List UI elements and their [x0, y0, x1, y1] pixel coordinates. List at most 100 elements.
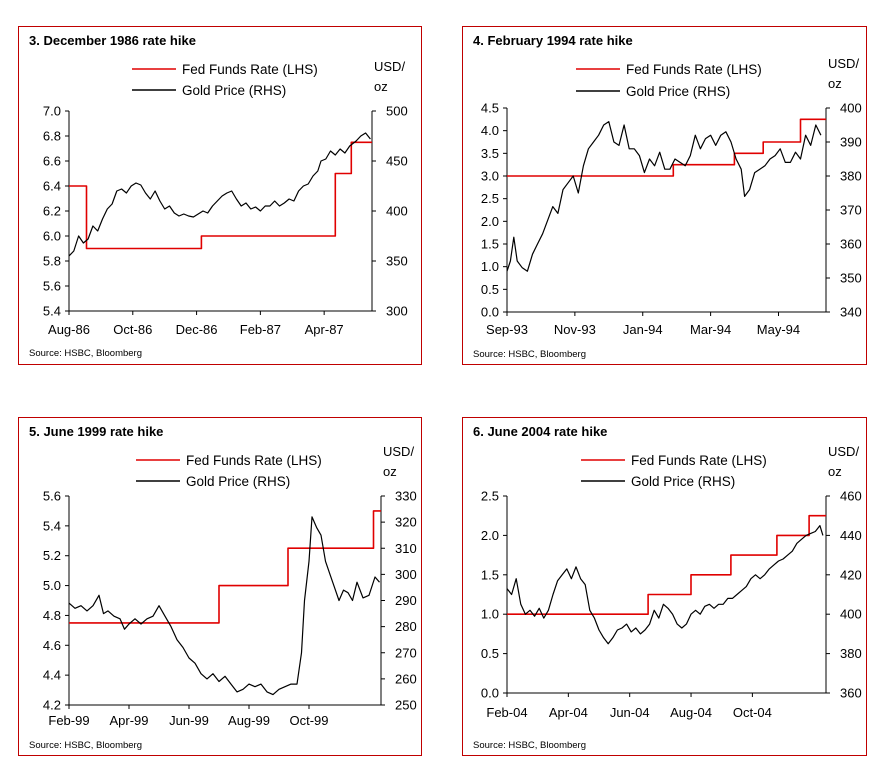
- legend-label-gold: Gold Price (RHS): [182, 83, 286, 98]
- left-tick-label: 1.5: [481, 237, 499, 252]
- left-tick-label: 4.6: [43, 638, 61, 653]
- left-tick-label: 6.8: [43, 129, 61, 144]
- left-tick-label: 4.0: [481, 123, 499, 138]
- fed-funds-rate-line: [69, 141, 372, 250]
- left-tick-label: 3.0: [481, 169, 499, 184]
- left-tick-label: 5.4: [43, 304, 61, 319]
- left-tick-label: 5.0: [43, 578, 61, 593]
- right-tick-label: 330: [395, 489, 417, 504]
- x-tick-label: Mar-94: [690, 322, 731, 337]
- x-tick-label: Sep-93: [486, 322, 528, 337]
- right-tick-label: 500: [386, 104, 408, 119]
- left-tick-label: 5.2: [43, 548, 61, 563]
- left-tick-label: 2.5: [481, 191, 499, 206]
- gold-price-line: [506, 524, 824, 645]
- left-tick-label: 4.4: [43, 668, 61, 683]
- x-tick-label: Oct-99: [289, 713, 328, 728]
- left-tick-label: 4.8: [43, 608, 61, 623]
- right-tick-label: 360: [840, 686, 862, 701]
- chart-title: 3. December 1986 rate hike: [29, 33, 196, 48]
- right-tick-label: 320: [395, 515, 417, 530]
- x-tick-label: Jan-94: [623, 322, 663, 337]
- left-tick-label: 3.5: [481, 146, 499, 161]
- left-tick-label: 7.0: [43, 104, 61, 119]
- chart-panel-1: 3. December 1986 rate hike Fed Funds Rate…: [18, 26, 422, 365]
- left-tick-label: 0.5: [481, 646, 499, 661]
- chart-svg-1: 3. December 1986 rate hike Fed Funds Rate…: [29, 33, 408, 359]
- chart-svg-2: 4. February 1994 rate hike Fed Funds Rate…: [473, 33, 862, 360]
- x-tick-label: Apr-87: [305, 322, 344, 337]
- right-tick-label: 270: [395, 645, 417, 660]
- chart-source: Source: HSBC, Bloomberg: [473, 740, 586, 751]
- left-tick-label: 4.2: [43, 698, 61, 713]
- right-axis-unit: oz: [828, 464, 842, 479]
- left-tick-label: 0.0: [481, 305, 499, 320]
- legend-label-gold: Gold Price (RHS): [186, 474, 290, 489]
- right-tick-label: 420: [840, 567, 862, 582]
- right-tick-label: 290: [395, 593, 417, 608]
- left-tick-label: 5.6: [43, 489, 61, 504]
- chart-title: 6. June 2004 rate hike: [473, 424, 607, 439]
- chart-title: 5. June 1999 rate hike: [29, 424, 163, 439]
- left-tick-label: 6.4: [43, 179, 61, 194]
- x-tick-label: Nov-93: [554, 322, 596, 337]
- right-tick-label: 380: [840, 646, 862, 661]
- left-tick-label: 1.0: [481, 607, 499, 622]
- right-tick-label: 400: [840, 607, 862, 622]
- right-tick-label: 390: [840, 135, 862, 150]
- right-tick-label: 300: [395, 567, 417, 582]
- right-tick-label: 340: [840, 305, 862, 320]
- right-tick-label: 460: [840, 489, 862, 504]
- x-tick-label: Feb-99: [48, 713, 89, 728]
- right-axis-unit: USD/: [383, 444, 414, 459]
- legend-label-fed-funds: Fed Funds Rate (LHS): [631, 453, 767, 468]
- legend-label-gold: Gold Price (RHS): [626, 84, 730, 99]
- x-tick-label: Apr-04: [549, 705, 588, 720]
- chart-svg-4: 6. June 2004 rate hike Fed Funds Rate (LH…: [473, 424, 862, 751]
- left-tick-label: 1.0: [481, 259, 499, 274]
- left-tick-label: 2.0: [481, 528, 499, 543]
- x-tick-label: Oct-86: [113, 322, 152, 337]
- left-tick-label: 6.6: [43, 154, 61, 169]
- left-tick-label: 5.8: [43, 254, 61, 269]
- x-tick-label: Apr-99: [109, 713, 148, 728]
- gold-price-line: [506, 120, 822, 272]
- chart-title: 4. February 1994 rate hike: [473, 33, 633, 48]
- right-tick-label: 380: [840, 169, 862, 184]
- right-tick-label: 440: [840, 528, 862, 543]
- fed-funds-rate-line: [69, 510, 381, 624]
- x-tick-label: Jun-99: [169, 713, 209, 728]
- fed-funds-rate-line: [507, 118, 826, 177]
- left-tick-label: 6.0: [43, 229, 61, 244]
- gold-price-line: [68, 516, 380, 696]
- right-tick-label: 280: [395, 619, 417, 634]
- legend-label-fed-funds: Fed Funds Rate (LHS): [626, 62, 762, 77]
- fed-funds-rate-line: [507, 514, 826, 615]
- gold-price-line: [68, 132, 371, 257]
- x-tick-label: Oct-04: [733, 705, 772, 720]
- right-tick-label: 400: [840, 101, 862, 116]
- x-tick-label: Dec-86: [176, 322, 218, 337]
- left-tick-label: 6.2: [43, 204, 61, 219]
- chart-panel-3: 5. June 1999 rate hike Fed Funds Rate (LH…: [18, 417, 422, 756]
- right-tick-label: 300: [386, 304, 408, 319]
- left-tick-label: 2.5: [481, 489, 499, 504]
- chart-svg-3: 5. June 1999 rate hike Fed Funds Rate (LH…: [29, 424, 417, 751]
- left-tick-label: 4.5: [481, 101, 499, 116]
- right-axis-unit: oz: [374, 79, 388, 94]
- right-tick-label: 310: [395, 541, 417, 556]
- left-tick-label: 0.5: [481, 282, 499, 297]
- right-axis-unit: oz: [828, 76, 842, 91]
- legend-label-fed-funds: Fed Funds Rate (LHS): [186, 453, 322, 468]
- left-tick-label: 0.0: [481, 686, 499, 701]
- x-tick-label: Aug-99: [228, 713, 270, 728]
- left-tick-label: 5.4: [43, 518, 61, 533]
- right-tick-label: 450: [386, 154, 408, 169]
- chart-source: Source: HSBC, Bloomberg: [473, 349, 586, 360]
- right-axis-unit: USD/: [828, 444, 859, 459]
- right-tick-label: 400: [386, 204, 408, 219]
- chart-source: Source: HSBC, Bloomberg: [29, 740, 142, 751]
- chart-panel-2: 4. February 1994 rate hike Fed Funds Rate…: [462, 26, 867, 365]
- right-axis-unit: USD/: [828, 56, 859, 71]
- right-tick-label: 350: [386, 254, 408, 269]
